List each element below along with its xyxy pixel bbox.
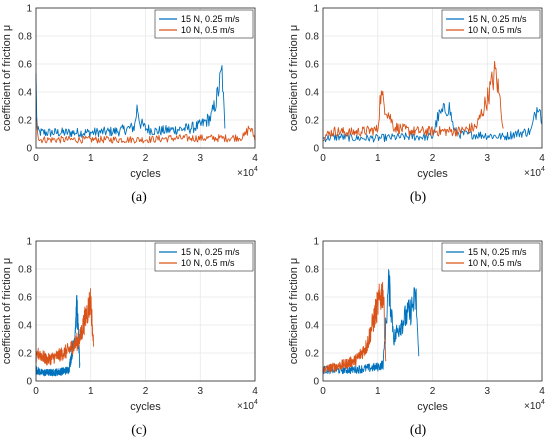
- y-tick-label: 0.2: [18, 349, 32, 360]
- x-tick-label: 3: [484, 153, 490, 164]
- legend-label: 15 N, 0.25 m/s: [468, 247, 527, 257]
- x-tick-label: 2: [143, 153, 149, 164]
- x-multiplier: ×10: [237, 168, 254, 179]
- y-tick-label: 0.2: [18, 116, 32, 127]
- x-tick-label: 1: [88, 153, 94, 164]
- x-multiplier-exponent: 4: [541, 399, 545, 406]
- caption-d: (d): [409, 423, 427, 438]
- x-axis-label: cycles: [417, 401, 448, 413]
- x-tick-label: 1: [375, 153, 381, 164]
- x-tick-label: 2: [143, 386, 149, 397]
- x-multiplier: ×10: [237, 401, 254, 412]
- series-line-2: [35, 288, 94, 366]
- x-tick-label: 0: [33, 153, 39, 164]
- series-line-2: [35, 117, 256, 144]
- y-tick-label: 0.6: [305, 293, 319, 304]
- legend-box-b: [441, 9, 541, 39]
- y-tick-label: 0.8: [305, 265, 319, 276]
- series-line-1: [322, 269, 420, 375]
- x-tick-label: 0: [320, 386, 326, 397]
- legend-box-a: [154, 9, 254, 39]
- y-axis-label: coefficient of friction μ: [1, 258, 13, 364]
- y-tick-label: 0.6: [18, 60, 32, 71]
- series-line-2: [322, 60, 504, 142]
- x-tick-label: 3: [484, 386, 490, 397]
- y-tick-label: 0: [313, 377, 319, 388]
- y-tick-label: 0.2: [305, 349, 319, 360]
- y-tick-label: 0.4: [18, 88, 32, 99]
- caption-c: (c): [131, 423, 147, 438]
- x-tick-label: 4: [539, 153, 545, 164]
- series-line-1: [35, 64, 226, 138]
- x-tick-label: 4: [539, 386, 545, 397]
- y-tick-label: 1: [26, 4, 32, 15]
- y-tick-label: 0.4: [305, 88, 319, 99]
- legend-box-c: [154, 242, 254, 272]
- x-tick-label: 4: [252, 153, 258, 164]
- legend-label: 15 N, 0.25 m/s: [181, 14, 240, 24]
- legend-label: 15 N, 0.25 m/s: [468, 14, 527, 24]
- y-tick-label: 0.6: [18, 293, 32, 304]
- panel-b: 0 1 2 3 400.20.40.60.81×10 4cyclescoefficient…: [288, 4, 545, 181]
- axes-frame-a: [35, 7, 256, 149]
- y-tick-label: 0: [26, 377, 32, 388]
- x-tick-label: 3: [197, 386, 203, 397]
- x-multiplier-exponent: 4: [541, 166, 545, 173]
- x-tick-label: 4: [252, 386, 258, 397]
- y-tick-label: 0.8: [18, 32, 32, 43]
- y-tick-label: 1: [313, 4, 319, 15]
- x-multiplier: ×10: [524, 401, 541, 412]
- y-tick-label: 0.4: [18, 321, 32, 332]
- x-multiplier: ×10: [524, 168, 541, 179]
- panel-c: 0 1 2 3 400.20.40.60.81×10 4cyclescoefficient…: [1, 237, 258, 414]
- panel-d: 0 1 2 3 400.20.40.60.81×10 4cyclescoefficient…: [288, 237, 545, 414]
- x-tick-label: 2: [430, 386, 436, 397]
- legend-label: 10 N, 0.5 m/s: [468, 258, 522, 268]
- y-tick-label: 0.8: [305, 32, 319, 43]
- series-line-1: [322, 102, 543, 143]
- x-tick-label: 1: [375, 386, 381, 397]
- legend-label: 10 N, 0.5 m/s: [181, 25, 235, 35]
- x-tick-label: 1: [88, 386, 94, 397]
- y-tick-label: 0.2: [305, 116, 319, 127]
- y-tick-label: 0.8: [18, 265, 32, 276]
- x-tick-label: 0: [33, 386, 39, 397]
- y-tick-label: 0.6: [305, 60, 319, 71]
- x-axis-label: cycles: [417, 168, 448, 180]
- y-tick-label: 0: [313, 144, 319, 155]
- legend-label: 10 N, 0.5 m/s: [468, 25, 522, 35]
- y-axis-label: coefficient of friction μ: [288, 25, 300, 131]
- y-tick-label: 1: [26, 237, 32, 248]
- x-tick-label: 0: [320, 153, 326, 164]
- y-tick-label: 0.4: [305, 321, 319, 332]
- y-tick-label: 1: [313, 237, 319, 248]
- series-line-2: [322, 281, 387, 374]
- axes-frame-c: [35, 240, 256, 382]
- caption-a: (a): [131, 190, 147, 205]
- axes-frame-d: [322, 240, 543, 382]
- legend-label: 15 N, 0.25 m/s: [181, 247, 240, 257]
- axes-frame-b: [322, 7, 543, 149]
- x-multiplier-exponent: 4: [254, 399, 258, 406]
- x-tick-label: 3: [197, 153, 203, 164]
- panel-a: 0 1 2 3 400.20.40.60.81×10 4cyclescoefficient…: [1, 4, 258, 181]
- caption-b: (b): [409, 190, 427, 205]
- legend-label: 10 N, 0.5 m/s: [181, 258, 235, 268]
- legend-box-d: [441, 242, 541, 272]
- x-multiplier-exponent: 4: [254, 166, 258, 173]
- y-axis-label: coefficient of friction μ: [288, 258, 300, 364]
- series-line-1: [35, 294, 81, 377]
- x-tick-label: 2: [430, 153, 436, 164]
- x-axis-label: cycles: [130, 401, 161, 413]
- y-axis-label: coefficient of friction μ: [1, 25, 13, 131]
- x-axis-label: cycles: [130, 168, 161, 180]
- y-tick-label: 0: [26, 144, 32, 155]
